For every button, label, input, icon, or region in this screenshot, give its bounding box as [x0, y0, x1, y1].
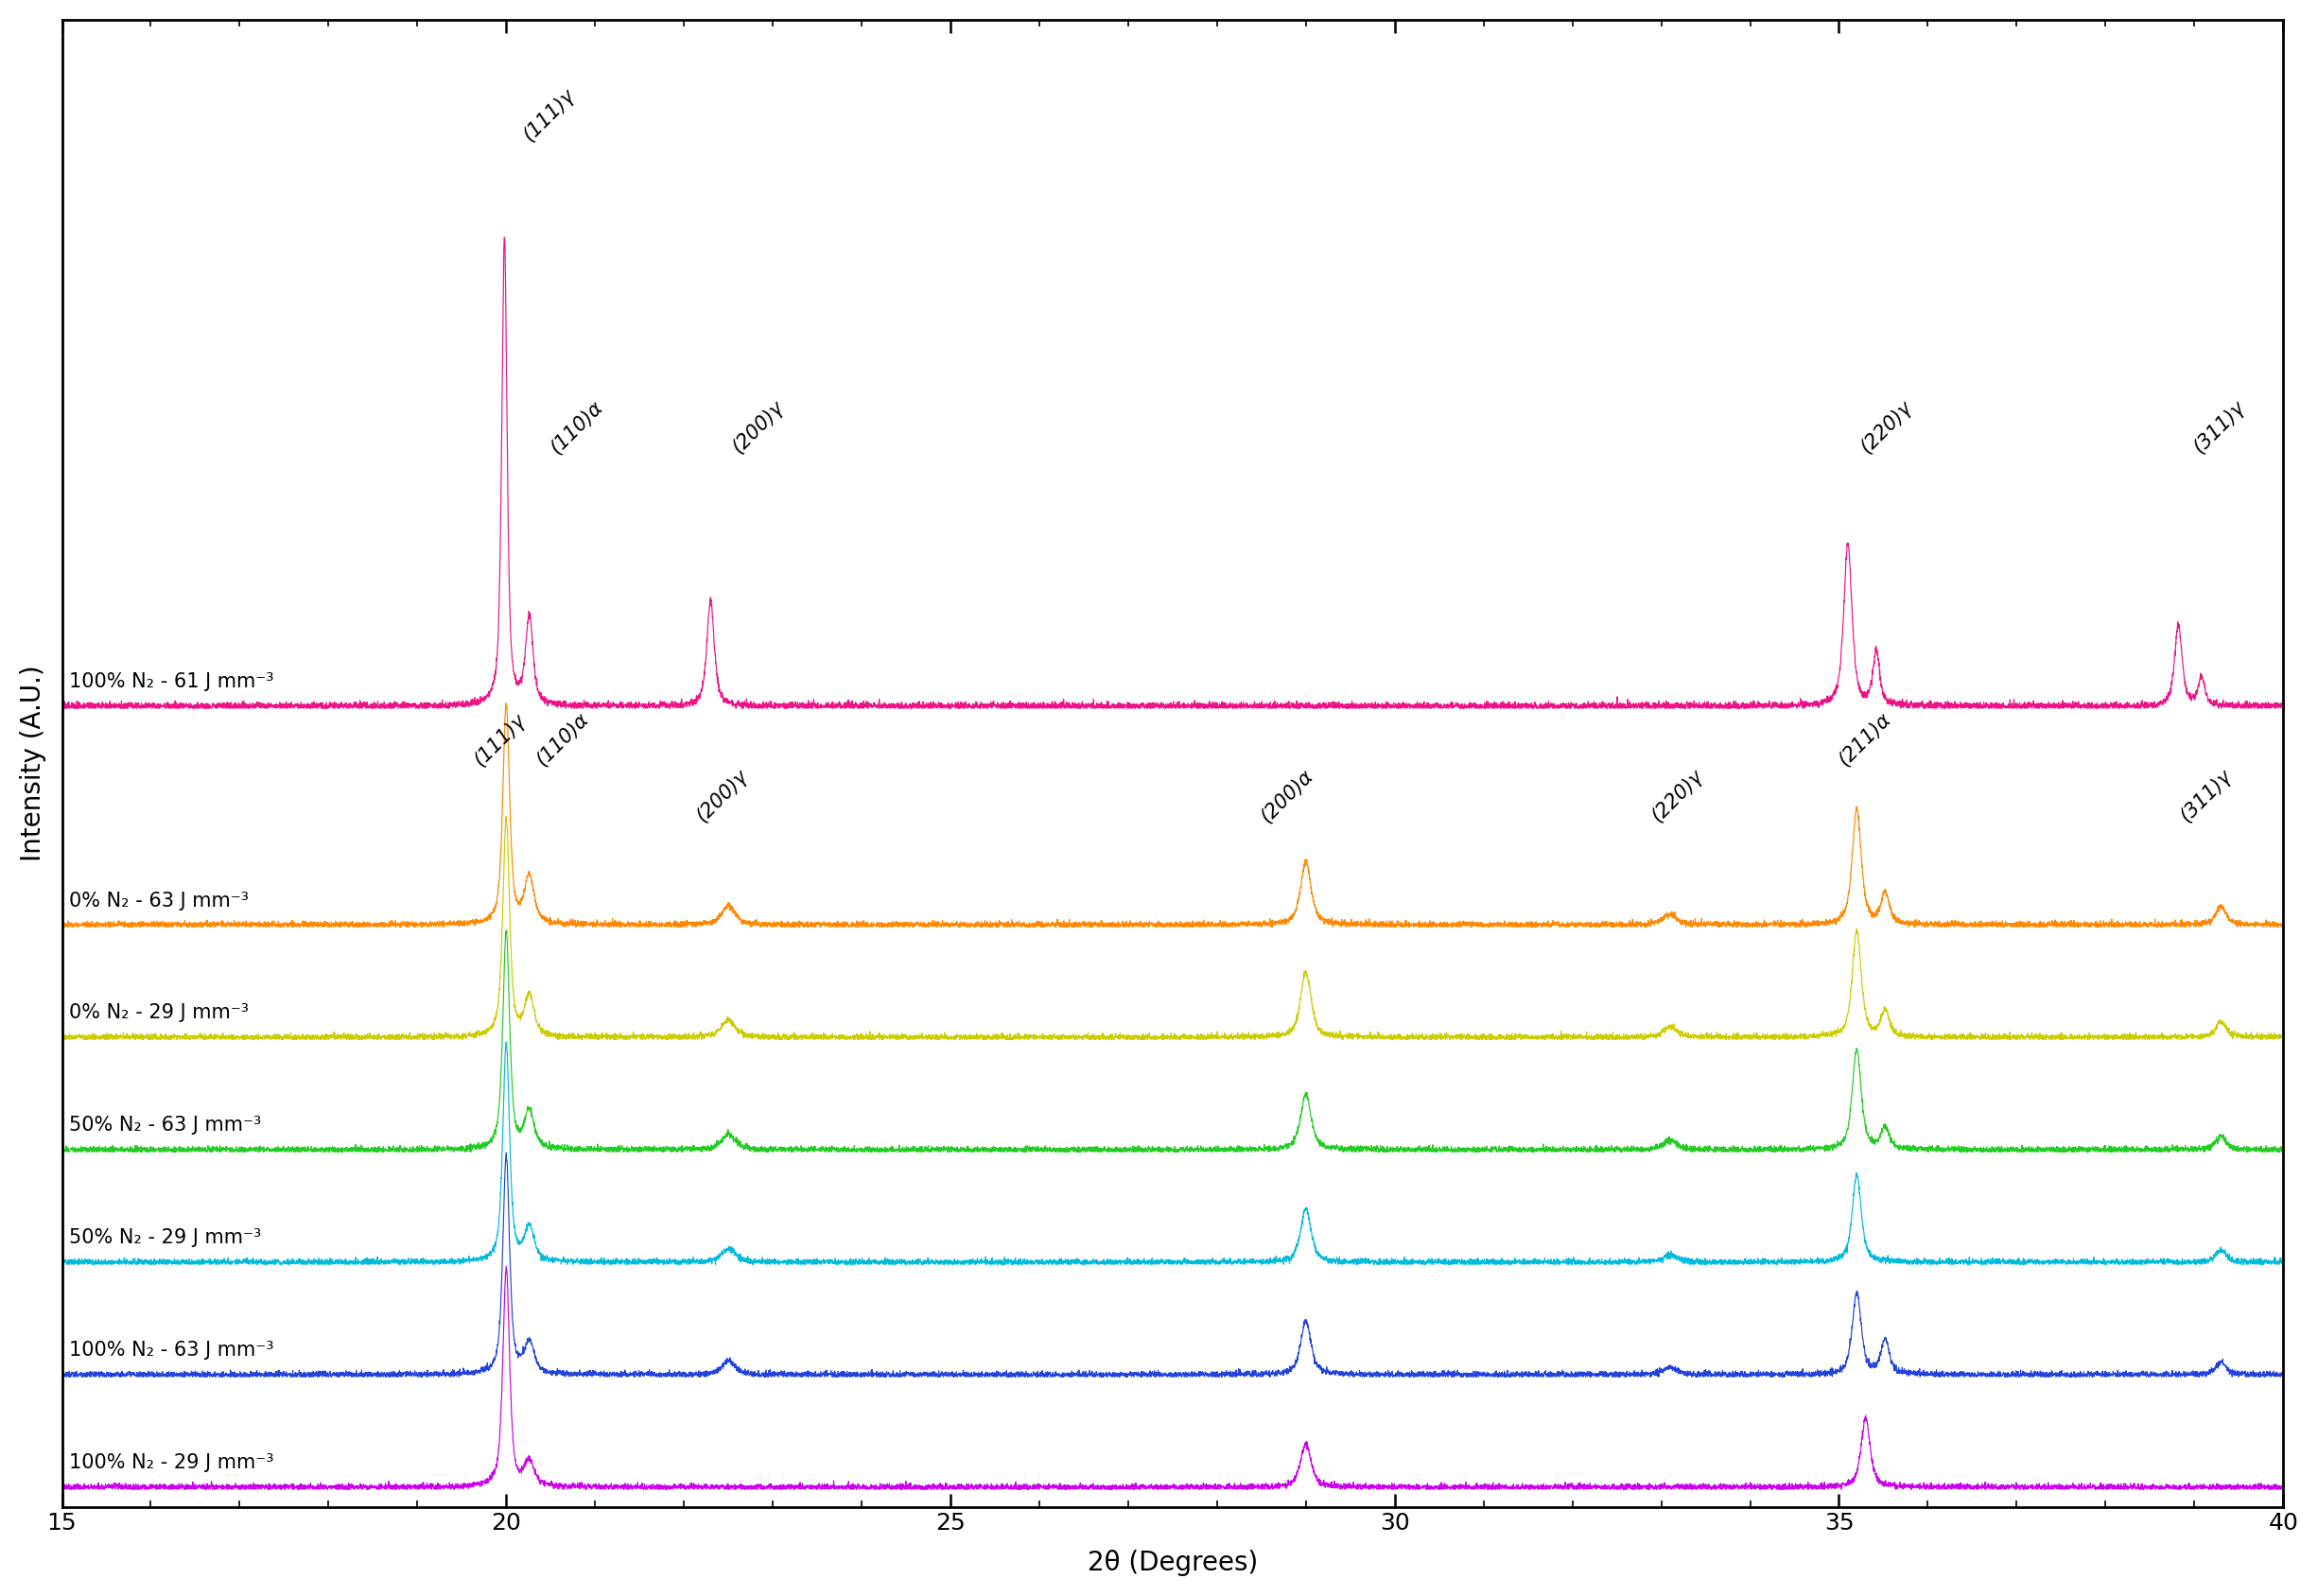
Text: (220)γ: (220)γ	[1857, 397, 1917, 456]
Text: 0% N₂ - 63 J mm⁻³: 0% N₂ - 63 J mm⁻³	[70, 891, 248, 910]
Text: (211)α: (211)α	[1834, 710, 1894, 769]
Text: (111)γ: (111)γ	[471, 710, 531, 769]
Text: (311)γ: (311)γ	[2191, 397, 2248, 456]
Text: 100% N₂ - 29 J mm⁻³: 100% N₂ - 29 J mm⁻³	[70, 1454, 274, 1473]
Text: 50% N₂ - 63 J mm⁻³: 50% N₂ - 63 J mm⁻³	[70, 1116, 262, 1135]
Text: (220)γ: (220)γ	[1648, 766, 1706, 825]
Text: (200)α: (200)α	[1256, 766, 1317, 825]
Text: 100% N₂ - 61 J mm⁻³: 100% N₂ - 61 J mm⁻³	[70, 672, 274, 691]
Text: 50% N₂ - 29 J mm⁻³: 50% N₂ - 29 J mm⁻³	[70, 1229, 262, 1248]
Text: (200)γ: (200)γ	[693, 766, 751, 825]
Text: (200)γ: (200)γ	[728, 397, 788, 456]
Text: (111)γ: (111)γ	[519, 86, 580, 145]
Text: (311)γ: (311)γ	[2177, 766, 2235, 825]
X-axis label: 2θ (Degrees): 2θ (Degrees)	[1087, 1550, 1259, 1577]
Text: 100% N₂ - 63 J mm⁻³: 100% N₂ - 63 J mm⁻³	[70, 1341, 274, 1360]
Text: 0% N₂ - 29 J mm⁻³: 0% N₂ - 29 J mm⁻³	[70, 1004, 248, 1023]
Y-axis label: Intensity (A.U.): Intensity (A.U.)	[19, 666, 46, 862]
Text: (110)α: (110)α	[547, 397, 607, 456]
Text: (110)α: (110)α	[533, 710, 593, 769]
